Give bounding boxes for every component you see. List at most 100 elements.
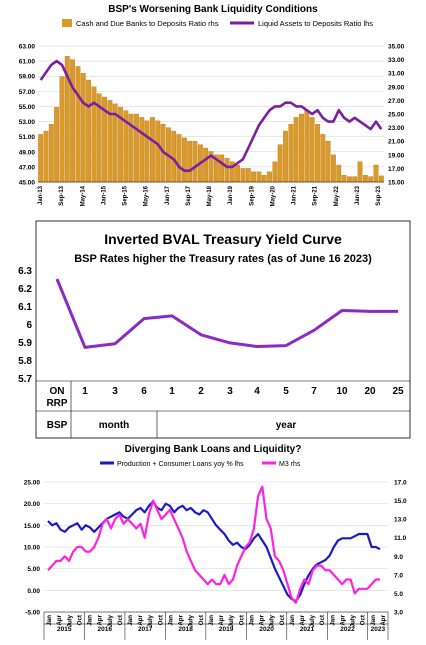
chart3-left-tick: 20.00 xyxy=(24,501,41,508)
chart1-x-tick: Sep-17 xyxy=(186,185,192,205)
chart3-right-tick: 11.0 xyxy=(394,535,407,542)
chart3-m3-line xyxy=(47,485,380,604)
chart1-bar xyxy=(304,110,310,183)
chart3-month-tick: Jan xyxy=(127,615,134,626)
chart3-month-tick: Oct xyxy=(319,615,326,625)
chart1-bar xyxy=(54,107,60,183)
chart1-bar xyxy=(38,134,44,183)
chart3-month-tick: July xyxy=(309,614,316,627)
chart1-bar xyxy=(235,164,241,183)
chart2-tenor-label-rrp: RRP xyxy=(46,398,67,409)
chart2-group-year: year xyxy=(276,420,297,431)
chart1-x-tick: May-22 xyxy=(334,185,340,206)
chart3-right-tick: 13.0 xyxy=(394,517,407,524)
chart3-month-tick: Apr xyxy=(259,614,266,625)
chart3-year-label: 2015 xyxy=(57,626,72,633)
chart3-year-label: 2022 xyxy=(340,626,355,633)
chart1-bar xyxy=(139,117,145,183)
chart2-y-tick: 6.1 xyxy=(18,302,32,313)
chart1-x-tick: Sep-15 xyxy=(123,185,129,205)
chart1-right-tick: 25.00 xyxy=(388,112,405,119)
chart2-tenor-label: 1 xyxy=(82,386,88,397)
chart1-bar xyxy=(150,117,155,183)
chart1-left-tick: 57.00 xyxy=(19,89,36,96)
chart1-bar xyxy=(171,130,177,183)
chart3-month-tick: July xyxy=(188,614,195,627)
chart3-month-tick: Oct xyxy=(76,615,83,625)
chart1-bar xyxy=(86,79,91,183)
chart1-bar xyxy=(373,164,379,183)
chart1-bar xyxy=(80,73,86,183)
chart1-left-tick: 49.00 xyxy=(19,149,36,156)
chart1-bar xyxy=(272,161,278,183)
chart1-bar xyxy=(368,176,374,183)
chart1-bar xyxy=(283,130,288,183)
chart1-bar xyxy=(267,171,272,183)
chart1-right-tick: 35.00 xyxy=(388,44,405,51)
chart1-bar xyxy=(256,171,262,183)
chart3-year-label: 2018 xyxy=(178,626,193,633)
chart3-title: Diverging Bank Loans and Liquidity? xyxy=(125,444,302,455)
chart1-bar xyxy=(331,154,336,183)
chart3-month-tick: Apr xyxy=(178,614,185,625)
chart2-tenor-label: 2 xyxy=(198,386,204,397)
chart1-bar xyxy=(357,161,363,183)
chart3-month-tick: July xyxy=(228,614,235,627)
chart1-bar xyxy=(336,164,342,183)
chart1-bar xyxy=(187,141,193,183)
chart3-month-tick: Apr xyxy=(137,614,144,625)
chart1-bar xyxy=(346,176,352,183)
chart1-bar xyxy=(288,124,294,183)
chart2-tenor-label: 3 xyxy=(227,386,233,397)
chart3-month-tick: Apr xyxy=(218,614,225,625)
chart1-x-tick: Sep-21 xyxy=(313,185,319,205)
chart1-bar xyxy=(70,59,76,183)
chart1-x-tick: Jan-21 xyxy=(292,185,298,205)
chart1-bar xyxy=(48,124,54,183)
chart2-y-tick: 6 xyxy=(26,320,32,331)
chart1-x-tick: May-20 xyxy=(270,185,276,206)
chart3-left-tick: 10.00 xyxy=(24,545,41,552)
chart3-year-label: 2019 xyxy=(219,626,234,633)
chart1-bar xyxy=(277,144,283,183)
chart1-left-tick: 47.00 xyxy=(19,164,36,171)
chart1-bar xyxy=(341,175,347,183)
chart1-right-tick: 17.00 xyxy=(388,166,405,173)
chart1-right-tick: 33.00 xyxy=(388,57,405,64)
chart3-left-tick: 15.00 xyxy=(24,523,41,530)
chart1-bar xyxy=(192,141,198,183)
chart3-legend-m3-label: M3 rhs xyxy=(279,461,301,468)
chart1-bar xyxy=(293,117,299,183)
chart2-subtitle: BSP Rates higher the Treasury rates (as … xyxy=(74,253,372,265)
chart1-right-tick: 15.00 xyxy=(388,180,405,187)
loans-liquidity-chart: Diverging Bank Loans and Liquidity? Prod… xyxy=(24,444,407,640)
chart1-left-tick: 59.00 xyxy=(19,74,36,81)
chart3-right-tick: 17.0 xyxy=(394,480,407,487)
chart1-legend-bar-label: Cash and Due Banks to Deposits Ratio rhs xyxy=(76,19,219,28)
chart1-x-tick: Jan-13 xyxy=(38,185,44,205)
chart3-month-tick: July xyxy=(147,614,154,627)
chart1-bar xyxy=(181,137,187,183)
chart3-year-label: 2020 xyxy=(259,626,274,633)
chart1-bar xyxy=(320,134,326,183)
chart1-bar xyxy=(134,113,139,183)
chart3-month-tick: Oct xyxy=(360,615,367,625)
chart3-year-label: 2021 xyxy=(300,626,315,633)
chart1-bar xyxy=(176,134,182,183)
chart1-x-tick: May-16 xyxy=(144,185,150,206)
chart3-month-tick: July xyxy=(269,614,276,627)
chart3-left-tick: -5.00 xyxy=(25,610,40,617)
chart1-liquid-assets-line xyxy=(39,59,383,172)
chart3-right-tick: 15.0 xyxy=(394,498,407,505)
chart1-left-tick: 51.00 xyxy=(19,134,36,141)
chart1-left-tick: 45.00 xyxy=(19,180,36,187)
chart3-month-tick: Jan xyxy=(167,615,174,626)
chart1-left-tick: 61.00 xyxy=(19,59,36,66)
chart1-right-tick: 23.00 xyxy=(388,125,405,132)
chart3-month-tick: Jan xyxy=(46,615,53,626)
chart1-right-tick: 27.00 xyxy=(388,98,405,105)
yield-curve-chart: Inverted BVAL Treasury Yield Curve BSP R… xyxy=(18,220,411,439)
chart3-right-tick: 7.0 xyxy=(394,572,403,579)
chart1-x-tick: Sep-19 xyxy=(249,185,255,205)
